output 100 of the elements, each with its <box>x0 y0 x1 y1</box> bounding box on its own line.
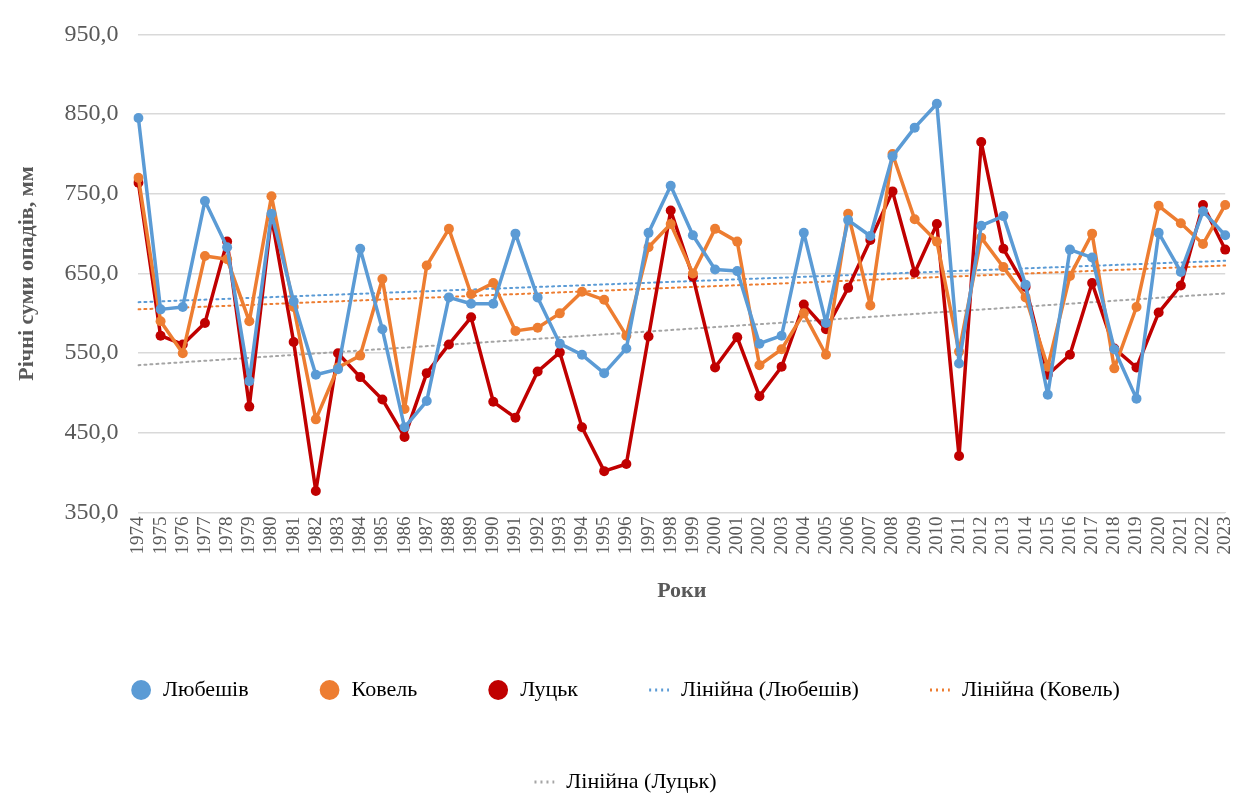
point <box>377 394 388 405</box>
point <box>1220 230 1231 241</box>
point <box>532 366 543 377</box>
point <box>355 372 366 383</box>
point <box>399 431 410 442</box>
point <box>355 243 366 254</box>
x-tick-label: 2011 <box>947 516 969 554</box>
point <box>288 337 299 348</box>
x-tick-label: 2012 <box>969 516 991 555</box>
point <box>421 368 432 379</box>
point <box>710 362 721 373</box>
y-tick-label: 550,0 <box>64 338 119 365</box>
x-tick-label: 2022 <box>1191 516 1212 555</box>
x-tick-label: 1983 <box>326 516 347 555</box>
point <box>843 215 854 226</box>
point <box>1220 199 1231 210</box>
point <box>599 466 610 477</box>
y-tick-label: 350,0 <box>64 497 119 524</box>
point <box>310 486 321 497</box>
point <box>488 298 499 309</box>
point <box>155 304 166 315</box>
point <box>510 412 521 423</box>
point <box>909 122 920 133</box>
point <box>754 391 765 402</box>
x-tick-label: 1974 <box>126 516 148 555</box>
point <box>665 180 676 191</box>
point <box>510 228 521 239</box>
point <box>421 396 432 407</box>
x-tick-label: 1996 <box>614 516 636 555</box>
x-tick-label: 1977 <box>192 516 214 555</box>
point <box>1175 266 1186 277</box>
x-tick-label: 1995 <box>592 516 614 555</box>
y-tick-label: 650,0 <box>64 258 119 285</box>
x-tick-label: 2010 <box>924 516 946 555</box>
x-tick-label: 2016 <box>1057 516 1079 555</box>
point <box>976 137 987 147</box>
point <box>976 220 987 231</box>
point <box>1198 206 1209 217</box>
point <box>776 344 787 355</box>
x-tick-label: 1988 <box>436 516 458 555</box>
x-tick-label: 2015 <box>1035 516 1057 555</box>
y-tick-label: 950,0 <box>64 19 119 46</box>
point <box>1087 228 1098 239</box>
point <box>621 458 632 469</box>
point <box>488 396 499 407</box>
point <box>244 376 255 387</box>
point <box>443 223 454 234</box>
point <box>576 286 587 297</box>
point <box>820 349 831 360</box>
x-tick-label: 1982 <box>303 516 325 555</box>
point <box>643 227 654 238</box>
x-tick-label: 1997 <box>636 516 658 555</box>
point <box>1220 244 1231 255</box>
x-tick-label: 1980 <box>259 516 281 555</box>
legend-label: Лінійна (Любешів) <box>681 675 859 701</box>
x-tick-label: 2020 <box>1146 516 1168 555</box>
x-tick-label: 2002 <box>747 516 769 555</box>
point <box>1198 239 1209 250</box>
legend-label: Луцьк <box>520 675 579 701</box>
point <box>466 312 477 323</box>
x-tick-label: 2006 <box>836 516 858 555</box>
point <box>1153 227 1164 238</box>
x-tick-label: 1992 <box>525 516 547 555</box>
point <box>532 292 543 303</box>
point <box>776 361 787 372</box>
x-axis-title: Роки <box>657 577 707 603</box>
x-tick-label: 2014 <box>1013 516 1035 555</box>
x-tick-label: 2007 <box>858 516 880 555</box>
x-tick-label: 2004 <box>791 516 813 555</box>
point <box>621 343 632 354</box>
point <box>576 349 587 360</box>
x-tick-label: 1998 <box>658 516 680 555</box>
y-axis-title: Річні суми опадів, мм <box>12 166 38 381</box>
legend-label: Лінійна (Луцьк) <box>566 767 717 793</box>
legend-label: Любешів <box>163 675 249 701</box>
point <box>798 299 809 310</box>
point <box>776 330 787 341</box>
x-tick-label: 2001 <box>725 516 747 555</box>
point <box>687 230 698 241</box>
x-tick-label: 2017 <box>1080 516 1102 555</box>
point <box>599 368 610 379</box>
point <box>909 267 920 278</box>
point <box>199 195 210 206</box>
point <box>1153 200 1164 211</box>
legend-label: Лінійна (Ковель) <box>961 675 1120 701</box>
x-tick-label: 2023 <box>1213 516 1235 555</box>
point <box>177 301 188 312</box>
point <box>754 338 765 349</box>
x-tick-label: 2019 <box>1124 516 1146 555</box>
point <box>443 339 454 350</box>
point <box>998 211 1009 222</box>
point <box>710 223 721 234</box>
point <box>155 316 166 327</box>
point <box>798 308 809 319</box>
point <box>355 350 366 361</box>
x-tick-label: 1976 <box>170 516 192 555</box>
x-tick-label: 2005 <box>813 516 835 555</box>
x-tick-label: 1991 <box>503 516 525 555</box>
point <box>466 289 477 300</box>
point <box>754 360 765 371</box>
